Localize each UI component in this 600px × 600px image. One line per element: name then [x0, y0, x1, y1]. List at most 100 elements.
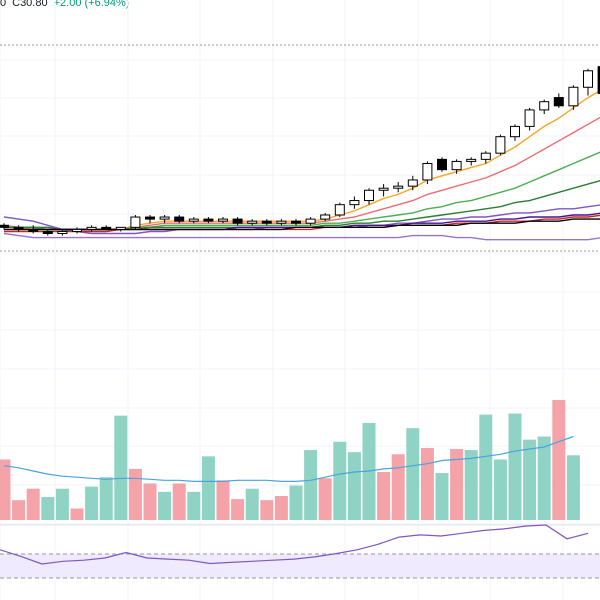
volume-bar [318, 478, 332, 520]
candle-body [539, 101, 550, 111]
volume-bar [333, 441, 347, 520]
moving-averages [3, 89, 600, 241]
volume-bar [187, 491, 201, 520]
candle-body [349, 200, 360, 206]
candle-body [583, 70, 593, 88]
candle-body [568, 86, 579, 107]
volume-bar [245, 488, 259, 520]
candle-body [276, 220, 287, 224]
volume-bar [99, 477, 113, 520]
volume-ma-line [3, 435, 574, 482]
volume-bar [523, 439, 537, 520]
volume-bar [537, 436, 551, 520]
volume-bar [435, 473, 449, 520]
volume-bar [0, 459, 11, 520]
candle-body [451, 160, 462, 171]
volume-bar [128, 468, 142, 520]
volume-bar [172, 483, 186, 520]
candle-body [13, 226, 24, 230]
volume-bar [260, 500, 274, 520]
volume-bar [55, 488, 69, 520]
price-range-lines [0, 44, 600, 252]
volume-bar [406, 428, 420, 520]
candle-body [261, 220, 272, 224]
legend-prefix: 0 [0, 0, 7, 9]
legend-close: C30.80 [12, 0, 48, 9]
candle-body [524, 109, 535, 127]
candle-body [466, 158, 477, 162]
candle-body [422, 162, 433, 181]
indicator-pane [0, 524, 600, 579]
candle-body [72, 228, 82, 232]
candle-body [437, 158, 447, 171]
volume-bar [479, 414, 493, 520]
volume-bar [70, 508, 84, 520]
volume-bar [85, 486, 99, 520]
indicator-band [0, 554, 600, 578]
volume-bar [552, 400, 566, 520]
volume-bars [0, 400, 580, 520]
volume-bar [41, 497, 55, 520]
volume-moving-average [3, 435, 574, 482]
candle-body [101, 226, 112, 230]
candle-body [305, 218, 316, 224]
candle-body [218, 218, 228, 222]
candle-body [0, 224, 9, 228]
candle-body [247, 220, 258, 224]
legend-change: +2.00 (+6.94%) [53, 0, 130, 9]
volume-bar [464, 450, 478, 520]
candles [0, 66, 600, 236]
volume-bar [377, 472, 391, 520]
candle-body [291, 220, 301, 224]
candle-body [232, 218, 243, 224]
candle-body [553, 97, 564, 107]
volume-bar [26, 488, 40, 520]
volume-bar [493, 459, 507, 520]
moving-average-line [3, 232, 600, 241]
volume-bar [274, 496, 288, 520]
volume-bar [12, 500, 26, 520]
candle-body [57, 230, 68, 235]
volume-bar [347, 452, 361, 520]
volume-bar [391, 454, 405, 520]
price-legend: 0 C30.80 +2.00 (+6.94%) [0, 0, 135, 9]
candle-body [115, 226, 126, 230]
candle-body [393, 185, 404, 189]
moving-average-line [3, 89, 600, 231]
volume-bar [420, 448, 434, 520]
volume-bar [508, 413, 522, 520]
moving-average-line [4, 214, 600, 233]
candle-body [480, 152, 491, 160]
candle-body [86, 226, 97, 230]
candle-body [495, 136, 506, 154]
volume-bar [566, 455, 580, 520]
indicator-line [0, 524, 589, 565]
candle-body [159, 216, 170, 220]
candle-body [28, 228, 39, 232]
volume-bar [216, 480, 230, 520]
volume-bar [289, 485, 303, 520]
candle-body [334, 204, 345, 216]
candle-body [510, 125, 520, 138]
candle-body [130, 216, 141, 228]
volume-bar [143, 483, 157, 520]
candle-body [203, 218, 214, 222]
volume-bar [201, 456, 215, 520]
candle-body [145, 216, 155, 220]
volume-bar [158, 491, 172, 520]
candle-body [42, 230, 53, 235]
volume-bar [114, 415, 128, 520]
candle-body [188, 218, 199, 222]
volume-bar [231, 499, 245, 520]
volume-bar [304, 450, 318, 520]
volume-bar [450, 449, 464, 520]
candle-body [174, 216, 185, 222]
moving-average-line [4, 151, 600, 231]
candle-body [320, 214, 331, 220]
candle-body [378, 187, 389, 191]
candle-body [597, 66, 600, 94]
candle-body [364, 189, 374, 202]
candle-body [407, 179, 418, 187]
